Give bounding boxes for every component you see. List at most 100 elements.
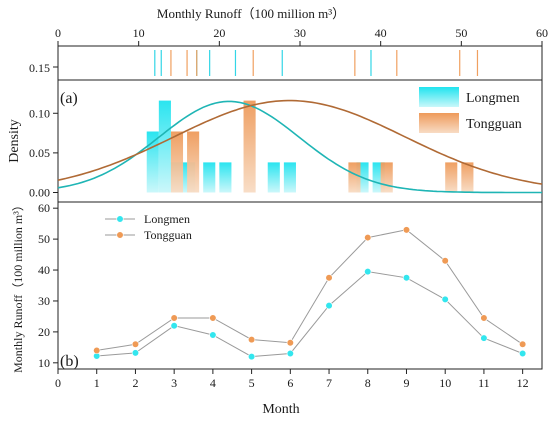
legend-label-tongguan: Tongguan [466,117,522,132]
runoff-line-longmen [96,271,523,358]
monthly-runoff-panel: (b) Monthly Runoff（100 million m³） Month… [11,199,543,417]
legend-swatch-tongguan [419,113,459,133]
density-panel: (a) Density 0.00 0.05 0.10 Longmen Tongguan [7,79,543,203]
legend-label-longmen: Longmen [466,91,520,106]
runoff-point-longmen [131,349,140,357]
runoff-point-tongguan [480,314,488,322]
runoff-y-tick-label: 50 [38,232,50,246]
density-bar-tongguan [170,131,184,193]
month-axis-label: Month [262,402,299,417]
runoff-point-tongguan [364,233,372,242]
panel-b-frame [57,201,543,370]
top-axis-tick-label: 30 [294,26,306,40]
top-axis-tick-label: 10 [133,26,145,40]
runoff-line-tongguan [96,229,523,351]
runoff-point-tongguan [131,340,140,348]
rug-y-tick-label: 0.15 [29,61,50,75]
runoff-point-longmen [325,302,333,310]
density-bar-tongguan [380,162,393,193]
month-x-tick-label: 6 [287,376,293,390]
runoff-point-tongguan [209,314,217,322]
month-x-tick-label: 0 [55,376,61,390]
runoff-y-tick-label: 20 [38,325,50,339]
density-axis-label: Density [7,119,22,163]
month-x-tick-label: 3 [171,376,177,390]
legend-label-tongguan: Tongguan [144,228,192,242]
runoff-point-longmen [441,295,449,304]
month-x-tick-label: 4 [210,376,216,390]
runoff-point-longmen [286,349,294,358]
density-bar-tongguan [461,162,474,193]
runoff-point-tongguan [325,274,333,282]
runoff-point-longmen [248,353,256,361]
top-axis-tick-label: 60 [536,26,548,40]
runoff-y-ticks: 10 20 30 40 50 60 [38,201,58,370]
month-x-tick-label: 9 [403,376,409,390]
runoff-point-tongguan [441,257,449,265]
runoff-point-tongguan [248,336,256,344]
top-axis-tick-label: 40 [375,26,387,40]
runoff-point-longmen [364,267,372,276]
runoff-point-longmen [209,331,217,339]
runoff-point-tongguan [170,314,178,322]
density-bar-longmen [158,100,171,193]
density-y-tick-label: 0.05 [29,146,50,160]
month-x-ticks: 0 1 2 3 4 5 6 7 8 9 10 11 12 [55,369,529,390]
runoff-lines [93,226,527,361]
runoff-axis-label: Monthly Runoff（100 million m³） [11,199,25,373]
runoff-point-tongguan [519,340,527,348]
top-axis-tick-label: 0 [55,26,61,40]
density-y-ticks: 0.00 0.05 0.10 [29,106,58,199]
density-bar-tongguan [445,162,458,193]
density-bar-longmen [267,162,280,193]
density-bar-longmen [146,131,159,193]
density-legend: Longmen Tongguan [419,87,522,133]
density-bar-longmen [219,162,232,193]
top-runoff-axis: Monthly Runoff（100 million m³） 0 10 20 30 40… [55,6,548,47]
legend-label-longmen: Longmen [144,212,190,226]
month-x-tick-label: 5 [249,376,255,390]
runoff-point-tongguan [286,339,294,347]
runoff-point-tongguan [402,226,411,234]
density-bar-tongguan [187,131,200,193]
legend-marker-longmen [116,215,124,223]
runoff-point-longmen [480,334,488,342]
top-axis-tick-label: 50 [455,26,467,40]
density-bar-tongguan [348,162,361,193]
runoff-y-tick-label: 60 [38,201,50,215]
density-bar-tongguan [243,100,256,193]
panel-b-label: (b) [60,353,79,370]
top-axis-ticks: 0 10 20 30 40 50 60 [55,26,548,47]
runoff-legend: Longmen Tongguan [105,212,192,242]
month-x-tick-label: 7 [326,376,332,390]
month-x-tick-label: 2 [132,376,138,390]
month-x-tick-label: 10 [439,376,451,390]
month-x-tick-label: 1 [94,376,100,390]
runoff-point-tongguan [93,346,101,355]
runoff-point-longmen [402,274,411,282]
rug-marks [154,50,479,76]
density-bars [146,100,474,193]
runoff-y-tick-label: 10 [38,356,50,370]
month-x-tick-label: 11 [478,376,490,390]
density-curve-tongguan [57,99,543,185]
top-axis-title: Monthly Runoff（100 million m³） [157,6,345,21]
density-bar-longmen [283,162,296,193]
density-y-tick-label: 0.00 [29,185,50,199]
runoff-y-tick-label: 40 [38,263,50,277]
rug-frame [57,45,543,81]
month-x-tick-label: 12 [517,376,529,390]
runoff-point-longmen [170,322,178,330]
top-axis-tick-label: 20 [213,26,225,40]
runoff-y-tick-label: 30 [38,294,50,308]
runoff-point-longmen [519,349,527,358]
panel-a-label: (a) [60,90,78,107]
density-curves [57,99,543,194]
month-x-tick-label: 8 [365,376,371,390]
density-bar-longmen [203,162,216,193]
legend-marker-tongguan [116,231,124,239]
rug-strip: 0.15 [29,45,543,81]
legend-swatch-longmen [419,87,459,107]
density-y-tick-label: 0.10 [29,106,50,120]
